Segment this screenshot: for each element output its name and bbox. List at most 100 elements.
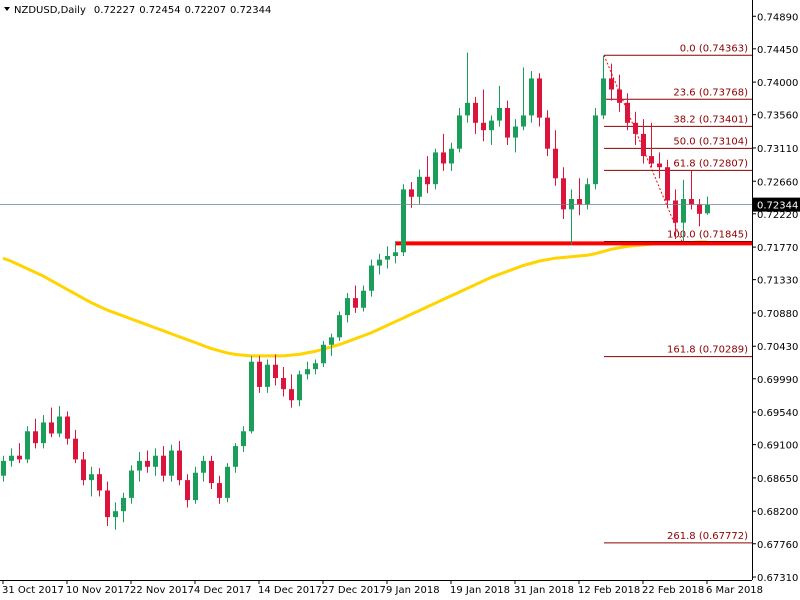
candle-body bbox=[297, 374, 302, 401]
fib-label: 0.0 (0.74363) bbox=[680, 43, 748, 54]
candle-body bbox=[49, 422, 54, 434]
y-tick-label: 0.74000 bbox=[757, 78, 798, 89]
candle-body bbox=[17, 455, 22, 460]
candle-body bbox=[633, 122, 638, 134]
candle-body bbox=[129, 470, 134, 498]
candle-body bbox=[545, 117, 550, 149]
candle-body bbox=[681, 199, 686, 223]
fib-label: 38.2 (0.73401) bbox=[673, 114, 748, 125]
candle-body bbox=[585, 184, 590, 205]
x-tick-label: 14 Dec 2017 bbox=[258, 585, 322, 596]
candle-body bbox=[153, 455, 158, 467]
candle-body bbox=[177, 450, 182, 481]
candle-body bbox=[689, 199, 694, 205]
y-tick-label: 0.68200 bbox=[757, 507, 798, 518]
x-tick-label: 12 Feb 2018 bbox=[578, 585, 640, 596]
candle-body bbox=[625, 102, 630, 123]
candle-body bbox=[641, 133, 646, 157]
y-tick-label: 0.72220 bbox=[757, 210, 798, 221]
candle-body bbox=[97, 474, 102, 491]
fib-label: 100.0 (0.71845) bbox=[667, 230, 748, 241]
y-tick-label: 0.67310 bbox=[757, 573, 798, 584]
candle-body bbox=[553, 148, 558, 179]
candle-body bbox=[417, 176, 422, 197]
candle-body bbox=[377, 259, 382, 266]
candle-body bbox=[105, 490, 110, 518]
y-tick-label: 0.71330 bbox=[757, 276, 798, 287]
candle-body bbox=[225, 466, 230, 498]
y-tick-label: 0.69990 bbox=[757, 375, 798, 386]
candle-body bbox=[281, 378, 286, 390]
candle-body bbox=[369, 265, 374, 291]
candle-body bbox=[265, 364, 270, 387]
candle-body bbox=[577, 199, 582, 205]
y-tick-label: 0.67760 bbox=[757, 540, 798, 551]
x-tick-label: 9 Jan 2018 bbox=[386, 585, 440, 596]
candle-body bbox=[1, 460, 6, 476]
moving-average bbox=[2, 240, 707, 358]
candle-body bbox=[649, 156, 654, 164]
y-tick-label: 0.73110 bbox=[757, 144, 798, 155]
y-tick-label: 0.68650 bbox=[757, 474, 798, 485]
candle-body bbox=[409, 189, 414, 197]
menu-triangle[interactable] bbox=[4, 7, 10, 11]
candle-body bbox=[57, 416, 62, 434]
y-tick-label: 0.69540 bbox=[757, 408, 798, 419]
candle-body bbox=[233, 446, 238, 467]
candle-body bbox=[473, 102, 478, 123]
candle-body bbox=[705, 204, 710, 214]
high: 0.72454 bbox=[139, 5, 180, 16]
candle-body bbox=[33, 431, 38, 444]
candle-body bbox=[41, 422, 46, 444]
candle-body bbox=[137, 460, 142, 471]
x-tick-label: 31 Oct 2017 bbox=[2, 585, 64, 596]
candle-body bbox=[25, 431, 30, 460]
candle-body bbox=[465, 102, 470, 116]
x-tick-label: 27 Dec 2017 bbox=[322, 585, 386, 596]
candle-body bbox=[521, 115, 526, 127]
candle-body bbox=[257, 361, 262, 387]
candle-body bbox=[65, 416, 70, 439]
open: 0.72227 bbox=[94, 5, 135, 16]
y-tick-label: 0.72660 bbox=[757, 177, 798, 188]
plot-area: 0.0 (0.74363) 23.6 (0.73768) 38.2 (0.73401… bbox=[0, 43, 752, 544]
symbol: NZDUSD,Daily bbox=[14, 5, 86, 16]
candle-body bbox=[481, 122, 486, 131]
fib-label: 261.8 (0.67772) bbox=[667, 531, 748, 542]
candle-body bbox=[185, 480, 190, 501]
candle-body bbox=[609, 78, 614, 90]
candle-body bbox=[353, 298, 358, 308]
current-price-label: 0.72344 bbox=[757, 201, 798, 212]
x-tick-label: 31 Jan 2018 bbox=[514, 585, 574, 596]
candle-body bbox=[433, 152, 438, 185]
candle-body bbox=[201, 460, 206, 473]
y-tick-label: 0.70430 bbox=[757, 342, 798, 353]
candle-body bbox=[593, 115, 598, 185]
candle-body bbox=[329, 337, 334, 345]
candle-body bbox=[161, 455, 166, 476]
candle-body bbox=[113, 511, 118, 518]
candle-body bbox=[569, 199, 574, 210]
header: NZDUSD,Daily 0.72227 0.72454 0.72207 0.72344 bbox=[14, 5, 271, 16]
candle-body bbox=[289, 389, 294, 401]
candle-body bbox=[529, 78, 534, 116]
x-tick-label: 10 Nov 2017 bbox=[66, 585, 130, 596]
candle-body bbox=[489, 120, 494, 131]
x-tick-label: 22 Nov 2017 bbox=[130, 585, 194, 596]
fib-label: 161.8 (0.70289) bbox=[667, 345, 748, 356]
candle-body bbox=[337, 315, 342, 338]
y-tick-label: 0.71770 bbox=[757, 243, 798, 254]
candle-body bbox=[321, 344, 326, 364]
x-tick-label: 4 Dec 2017 bbox=[194, 585, 252, 596]
low: 0.72207 bbox=[185, 5, 226, 16]
candle-body bbox=[305, 369, 310, 375]
candle-body bbox=[89, 474, 94, 481]
candle-body bbox=[513, 126, 518, 138]
candle-body bbox=[193, 472, 198, 501]
candle-body bbox=[385, 255, 390, 260]
y-tick-label: 0.74450 bbox=[757, 45, 798, 56]
candle-body bbox=[209, 460, 214, 484]
y-tick-label: 0.70880 bbox=[757, 309, 798, 320]
